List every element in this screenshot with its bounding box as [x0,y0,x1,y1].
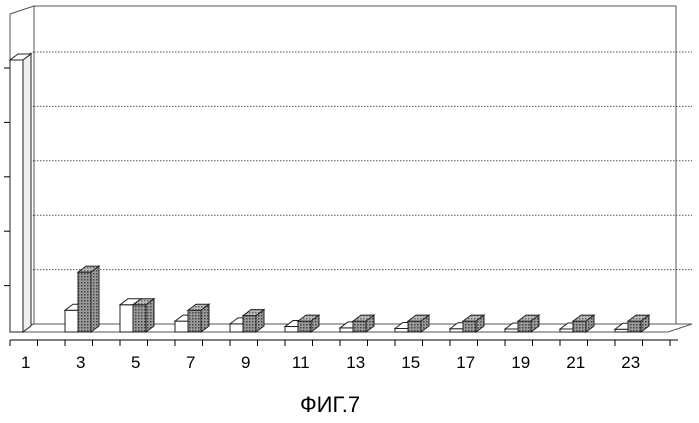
x-tick-label: 17 [456,353,475,372]
x-tick-label: 21 [566,353,585,372]
bar [175,321,188,332]
x-tick-label: 23 [621,353,640,372]
bar [408,321,421,332]
bar [573,321,586,332]
bar-side [91,266,99,332]
x-tick-label: 5 [131,353,140,372]
x-tick-label: 15 [401,353,420,372]
bar [243,316,256,332]
plot-frame [10,6,692,332]
bar-side [146,299,154,332]
bar [395,328,408,332]
x-tick-label: 9 [241,353,250,372]
figure-caption: ФИГ.7 [300,392,360,417]
bar [78,272,91,332]
bar [298,321,311,332]
x-tick-label: 19 [511,353,530,372]
x-tick-label: 13 [346,353,365,372]
bar [120,305,133,332]
x-tick-label: 7 [186,353,195,372]
bar [353,321,366,332]
bar [10,60,23,332]
bar [518,321,531,332]
x-tick-label: 3 [76,353,85,372]
bar [285,327,298,332]
bar [463,321,476,332]
bar [230,324,243,332]
bar [65,310,78,332]
bar [628,321,641,332]
bar-side [23,54,31,332]
x-axis: 1357911131517192123 [10,340,678,372]
bar [340,328,353,332]
back-wall [34,6,676,324]
x-tick-label: 1 [21,353,30,372]
bar [188,310,201,332]
bar [133,305,146,332]
x-tick-label: 11 [292,353,310,372]
